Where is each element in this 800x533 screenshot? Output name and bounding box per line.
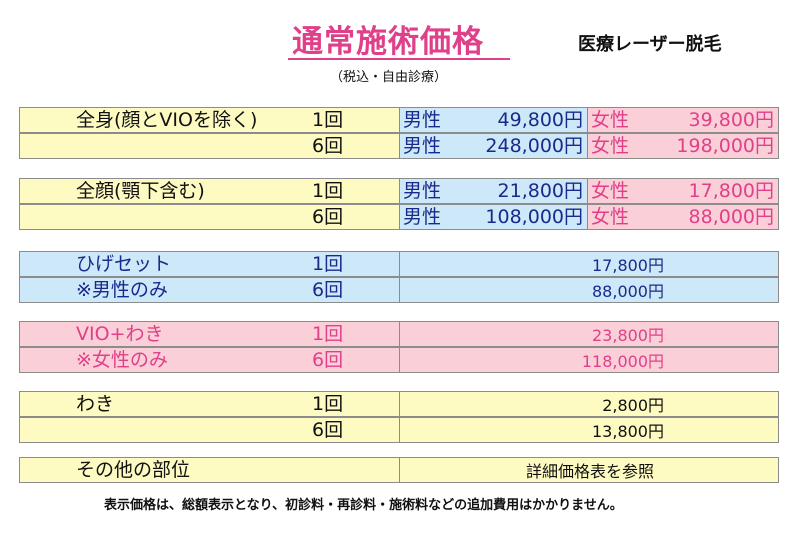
- female-label: 女性: [591, 206, 630, 228]
- row-label-cell: VIO+わき 1回: [20, 322, 400, 346]
- price-row-vio-6: ※女性のみ 6回 118,000円: [19, 347, 779, 373]
- male-price-cell: 男性 49,800円: [400, 108, 588, 132]
- count-label: 1回: [312, 180, 344, 202]
- price-row-other: その他の部位 詳細価格表を参照: [19, 457, 779, 483]
- price-value: 13,800円: [592, 422, 664, 441]
- category-sub-label: ※女性のみ: [76, 349, 168, 371]
- male-label: 男性: [403, 109, 442, 131]
- female-price: 39,800円: [688, 109, 774, 131]
- category-label: ひげセット: [76, 253, 172, 275]
- male-price-cell: 男性 21,800円: [400, 179, 588, 203]
- count-label: 6回: [312, 135, 344, 157]
- title-underline: [288, 58, 510, 60]
- price-value: 2,800円: [602, 396, 664, 415]
- count-label: 6回: [312, 206, 344, 228]
- tax-note: （税込・自由診療）: [330, 70, 448, 85]
- male-price-cell: 男性 248,000円: [400, 134, 588, 158]
- category-label: 全身(顔とVIOを除く): [76, 109, 258, 131]
- count-label: 1回: [312, 253, 344, 275]
- price-row-zenshin-6: 6回 男性 248,000円 女性 198,000円: [19, 133, 779, 159]
- count-label: 6回: [312, 349, 344, 371]
- female-label: 女性: [591, 109, 630, 131]
- row-label-cell: 全顔(顎下含む) 1回: [20, 179, 400, 203]
- row-label-cell: ひげセット 1回: [20, 252, 400, 276]
- row-label-cell: その他の部位: [20, 458, 400, 482]
- price-row-zengan-1: 全顔(顎下含む) 1回 男性 21,800円 女性 17,800円: [19, 178, 779, 204]
- row-label-cell: 全身(顔とVIOを除く) 1回: [20, 108, 400, 132]
- other-reference-text: 詳細価格表を参照: [525, 462, 654, 481]
- category-sub-label: ※男性のみ: [76, 279, 168, 301]
- female-label: 女性: [591, 135, 630, 157]
- female-price-cell: 女性 17,800円: [588, 179, 778, 203]
- price-row-waki-1: わき 1回 2,800円: [19, 391, 779, 417]
- female-label: 女性: [591, 180, 630, 202]
- female-price-cell: 女性 39,800円: [588, 108, 778, 132]
- count-label: 1回: [312, 323, 344, 345]
- category-label: その他の部位: [76, 459, 191, 481]
- male-price-cell: 男性 108,000円: [400, 205, 588, 229]
- male-price: 49,800円: [497, 109, 583, 131]
- row-label-cell: 6回: [20, 205, 400, 229]
- male-label: 男性: [403, 180, 442, 202]
- category-label: VIO+わき: [76, 323, 164, 345]
- male-price: 21,800円: [497, 180, 583, 202]
- page-subtitle: 医療レーザー脱毛: [578, 34, 722, 55]
- row-label-cell: 6回: [20, 418, 400, 442]
- price-row-vio-1: VIO+わき 1回 23,800円: [19, 321, 779, 347]
- row-label-cell: ※女性のみ 6回: [20, 348, 400, 372]
- female-price-cell: 女性 88,000円: [588, 205, 778, 229]
- male-label: 男性: [403, 206, 442, 228]
- price-row-hige-6: ※男性のみ 6回 88,000円: [19, 277, 779, 303]
- price-value: 17,800円: [592, 256, 664, 275]
- footer-note: 表示価格は、総額表示となり、初診料・再診料・施術料などの追加費用はかかりません。: [104, 498, 623, 513]
- price-value: 23,800円: [592, 326, 664, 345]
- page-title: 通常施術価格: [292, 24, 484, 60]
- male-price: 108,000円: [485, 206, 583, 228]
- male-price: 248,000円: [485, 135, 583, 157]
- count-label: 1回: [312, 109, 344, 131]
- price-value: 88,000円: [592, 282, 664, 301]
- female-price-cell: 女性 198,000円: [588, 134, 778, 158]
- count-label: 6回: [312, 279, 344, 301]
- price-row-zenshin-1: 全身(顔とVIOを除く) 1回 男性 49,800円 女性 39,800円: [19, 107, 779, 133]
- category-label: 全顔(顎下含む): [76, 180, 205, 202]
- price-row-zengan-6: 6回 男性 108,000円 女性 88,000円: [19, 204, 779, 230]
- female-price: 17,800円: [688, 180, 774, 202]
- row-label-cell: わき 1回: [20, 392, 400, 416]
- count-label: 6回: [312, 419, 344, 441]
- male-label: 男性: [403, 135, 442, 157]
- row-label-cell: ※男性のみ 6回: [20, 278, 400, 302]
- category-label: わき: [76, 393, 115, 415]
- row-label-cell: 6回: [20, 134, 400, 158]
- price-row-waki-6: 6回 13,800円: [19, 417, 779, 443]
- female-price: 88,000円: [688, 206, 774, 228]
- count-label: 1回: [312, 393, 344, 415]
- price-row-hige-1: ひげセット 1回 17,800円: [19, 251, 779, 277]
- price-value: 118,000円: [581, 352, 664, 371]
- female-price: 198,000円: [676, 135, 774, 157]
